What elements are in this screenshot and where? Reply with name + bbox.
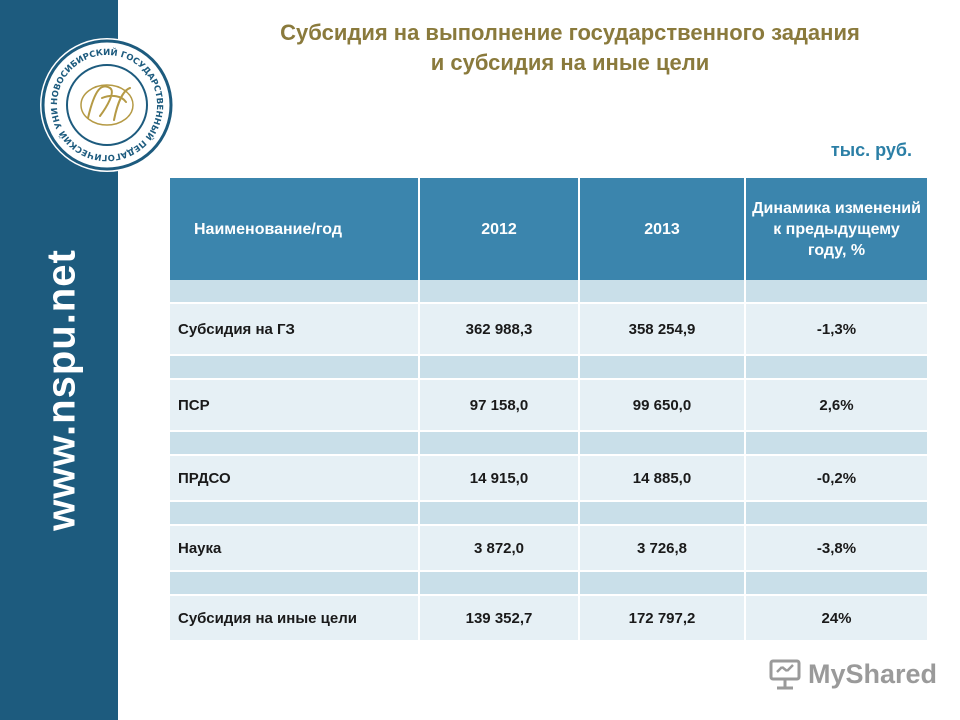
row-change: -3,8% [745, 525, 927, 572]
row-value-2012: 3 872,0 [419, 525, 580, 572]
title-line-2: и субсидия на иные цели [430, 50, 710, 75]
header-name: Наименование/год [170, 178, 420, 280]
row-value-2013: 14 885,0 [579, 455, 746, 502]
table-row: Наука 3 872,0 3 726,8 -3,8% [170, 525, 927, 572]
row-change: 2,6% [745, 379, 927, 432]
table-row: Субсидия на ГЗ 362 988,3 358 254,9 -1,3% [170, 303, 927, 356]
row-value-2013: 358 254,9 [579, 303, 746, 356]
watermark-text: MyShared [808, 658, 938, 689]
table-spacer-row [170, 431, 927, 456]
table-spacer-row [170, 280, 927, 304]
subsidy-table: Наименование/год 2012 2013 Динамика изме… [170, 178, 927, 642]
row-name: Субсидия на иные цели [170, 595, 420, 642]
table-row: ПРДСО 14 915,0 14 885,0 -0,2% [170, 455, 927, 502]
row-value-2012: 139 352,7 [419, 595, 580, 642]
row-name: Субсидия на ГЗ [170, 303, 420, 356]
table-row: ПСР 97 158,0 99 650,0 2,6% [170, 379, 927, 432]
table-spacer-row [170, 355, 927, 380]
row-change: -1,3% [745, 303, 927, 356]
row-value-2012: 362 988,3 [419, 303, 580, 356]
header-change: Динамика изменений к предыдущему году, % [745, 178, 927, 280]
title-line-1: Субсидия на выполнение государственного … [280, 20, 860, 45]
row-value-2013: 99 650,0 [579, 379, 746, 432]
row-value-2013: 3 726,8 [579, 525, 746, 572]
table-row: Субсидия на иные цели 139 352,7 172 797,… [170, 595, 927, 642]
row-change: -0,2% [745, 455, 927, 502]
units-label: тыс. руб. [830, 140, 912, 160]
site-url: www.nspu.net [39, 249, 84, 531]
presentation-board-icon [769, 659, 801, 690]
header-2013: 2013 [579, 178, 746, 280]
row-change: 24% [745, 595, 927, 642]
watermark: MyShared [768, 656, 937, 692]
row-value-2013: 172 797,2 [579, 595, 746, 642]
row-value-2012: 97 158,0 [419, 379, 580, 432]
row-name: ПРДСО [170, 455, 420, 502]
table-header-row: Наименование/год 2012 2013 Динамика изме… [170, 178, 927, 280]
row-value-2012: 14 915,0 [419, 455, 580, 502]
table-spacer-row [170, 501, 927, 526]
row-name: Наука [170, 525, 420, 572]
row-name: ПСР [170, 379, 420, 432]
table-spacer-row [170, 571, 927, 596]
header-2012: 2012 [419, 178, 580, 280]
university-seal-icon: НОВОСИБИРСКИЙ ГОСУДАРСТВЕННЫЙ ПЕДАГОГИЧЕ… [40, 38, 174, 172]
slide-title: Субсидия на выполнение государственного … [215, 18, 925, 78]
